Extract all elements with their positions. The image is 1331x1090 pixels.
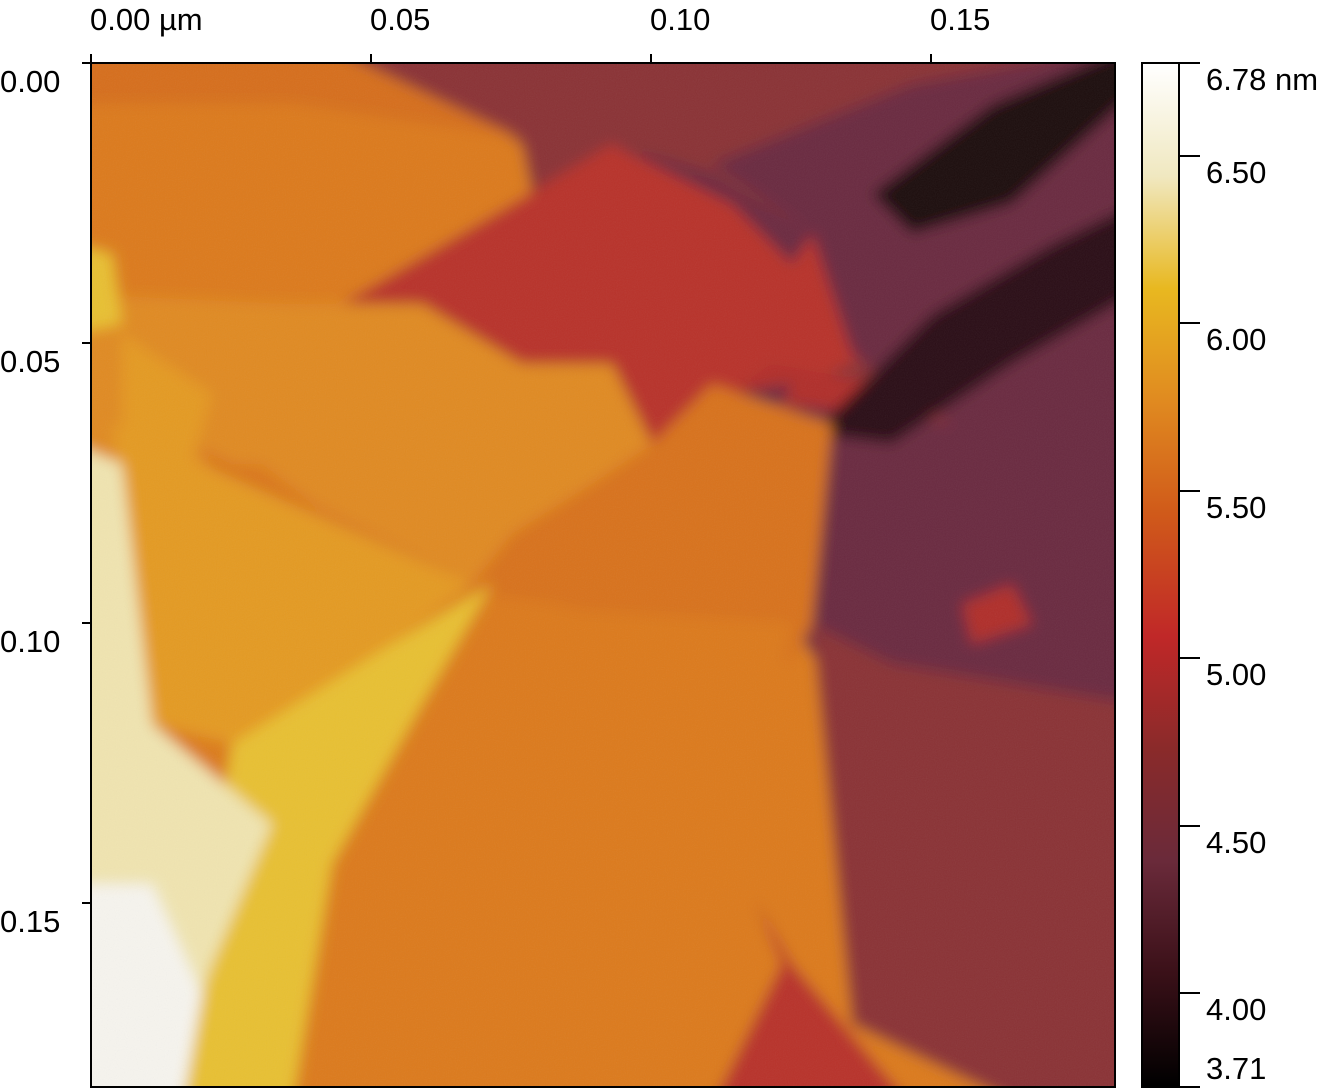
colorbar-max-label: 6.78 nm bbox=[1206, 62, 1319, 97]
afm-height-image bbox=[90, 62, 1116, 1088]
y-tick-mark bbox=[82, 342, 91, 344]
y-tick-label-3: 0.15 bbox=[0, 904, 61, 939]
x-tick-mark bbox=[650, 54, 652, 63]
x-tick-mark bbox=[930, 54, 932, 63]
colorbar-tick-label: 4.00 bbox=[1206, 992, 1267, 1027]
height-colorbar bbox=[1141, 62, 1180, 1088]
y-tick-mark bbox=[82, 62, 91, 64]
colorbar-tick-label: 5.00 bbox=[1206, 657, 1267, 692]
y-tick-mark bbox=[82, 902, 91, 904]
surface-grain bbox=[92, 64, 1114, 1086]
colorbar-tick-label: 5.50 bbox=[1206, 490, 1267, 525]
y-tick-label-1: 0.05 bbox=[0, 344, 61, 379]
colorbar-tick-mark bbox=[1180, 992, 1200, 994]
colorbar-tick-mark bbox=[1180, 1086, 1200, 1088]
x-tick-label-3: 0.15 bbox=[930, 2, 991, 37]
x-tick-mark bbox=[370, 54, 372, 63]
colorbar-tick-label: 6.50 bbox=[1206, 155, 1267, 190]
x-tick-label-2: 0.10 bbox=[650, 2, 711, 37]
colorbar-tick-label: 4.50 bbox=[1206, 825, 1267, 860]
y-tick-label-0: 0.00 bbox=[0, 64, 61, 99]
colorbar-tick-mark bbox=[1180, 155, 1200, 157]
colorbar-tick-mark bbox=[1180, 490, 1200, 492]
y-tick-mark bbox=[82, 622, 91, 624]
afm-surface bbox=[92, 64, 1114, 1086]
x-tick-label-1: 0.05 bbox=[370, 2, 431, 37]
colorbar-tick-mark bbox=[1180, 825, 1200, 827]
colorbar-min-label: 3.71 bbox=[1206, 1051, 1267, 1086]
colorbar-tick-mark bbox=[1180, 62, 1200, 64]
colorbar-tick-mark bbox=[1180, 322, 1200, 324]
colorbar-tick-mark bbox=[1180, 657, 1200, 659]
x-tick-mark bbox=[90, 54, 92, 63]
colorbar-tick-label: 6.00 bbox=[1206, 322, 1267, 357]
x-tick-label-0: 0.00 µm bbox=[90, 2, 203, 37]
y-tick-label-2: 0.10 bbox=[0, 624, 61, 659]
